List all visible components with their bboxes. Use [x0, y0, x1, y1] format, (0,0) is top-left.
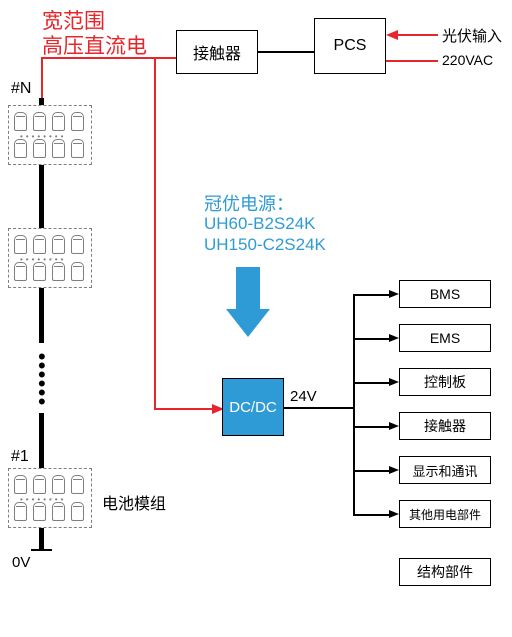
output-label-2: EMS — [430, 330, 460, 346]
dcdc-out-line — [284, 407, 354, 409]
output-label-6: 其他用电部件 — [409, 506, 481, 523]
battery-group-label: 电池模组 — [102, 490, 166, 514]
product-model1: UH60-B2S24K — [204, 214, 316, 234]
battery-n-label: #N — [11, 80, 31, 98]
product-arrow-stem — [236, 267, 260, 309]
output-box-4: 接触器 — [399, 412, 491, 440]
product-arrow-head — [226, 309, 270, 337]
out-stub-4 — [353, 426, 391, 428]
red-branch-vertical — [154, 57, 156, 410]
battery-dots: •••••• — [38, 352, 46, 406]
bus-top — [39, 98, 44, 105]
out-arrow-3 — [389, 378, 399, 386]
ground-label: 0V — [12, 554, 30, 571]
battery-1-label: #1 — [11, 448, 29, 466]
battery-module-n: •••••••• — [8, 105, 92, 165]
output-box-2: EMS — [399, 324, 491, 352]
output-label-3: 控制板 — [424, 372, 466, 392]
output-label-5: 显示和通讯 — [412, 461, 477, 480]
bus-seg2 — [39, 288, 44, 343]
battery-module-1: •••••••• — [8, 468, 92, 528]
title-line2: 高压直流电 — [42, 30, 147, 60]
ac-label: 220VAC — [442, 52, 493, 68]
output-label-1: BMS — [430, 286, 460, 302]
output-label-4: 接触器 — [424, 416, 466, 436]
output-box-6: 其他用电部件 — [399, 500, 491, 528]
out-stub-2 — [353, 338, 391, 340]
pv-label: 光伏输入 — [442, 25, 502, 46]
pcs-label: PCS — [334, 37, 367, 55]
dcdc-out-label: 24V — [290, 388, 317, 405]
out-arrow-5 — [389, 466, 399, 474]
ground-tick — [31, 549, 52, 551]
out-arrow-1 — [389, 290, 399, 298]
contactor-label: 接触器 — [193, 40, 241, 64]
dcdc-label: DC/DC — [229, 399, 277, 416]
standalone-box: 结构部件 — [399, 558, 491, 586]
bus-bottom — [39, 528, 44, 550]
bus-seg3 — [39, 413, 44, 468]
contactor-box: 接触器 — [176, 30, 258, 74]
contactor-to-pcs — [258, 51, 314, 53]
pv-line — [398, 34, 438, 36]
battery-module-mid: •••••••• — [8, 228, 92, 288]
out-stub-5 — [353, 470, 391, 472]
product-model2: UH150-C2S24K — [204, 235, 326, 255]
standalone-label: 结构部件 — [417, 562, 473, 582]
out-arrow-6 — [389, 510, 399, 518]
out-arrow-2 — [389, 334, 399, 342]
pv-arrow — [386, 30, 398, 40]
output-box-3: 控制板 — [399, 368, 491, 396]
bus-seg1 — [39, 165, 44, 228]
dcdc-box: DC/DC — [222, 378, 284, 436]
product-heading: 冠优电源： — [204, 190, 294, 216]
out-stub-3 — [353, 382, 391, 384]
output-bus — [353, 294, 355, 514]
out-stub-6 — [353, 514, 391, 516]
ac-line — [386, 60, 438, 62]
out-stub-1 — [353, 294, 391, 296]
red-to-dcdc — [154, 408, 214, 410]
output-box-1: BMS — [399, 280, 491, 308]
output-box-5: 显示和通讯 — [399, 456, 491, 484]
pcs-box: PCS — [314, 18, 386, 74]
out-arrow-4 — [389, 422, 399, 430]
red-bus-vertical — [41, 57, 43, 98]
